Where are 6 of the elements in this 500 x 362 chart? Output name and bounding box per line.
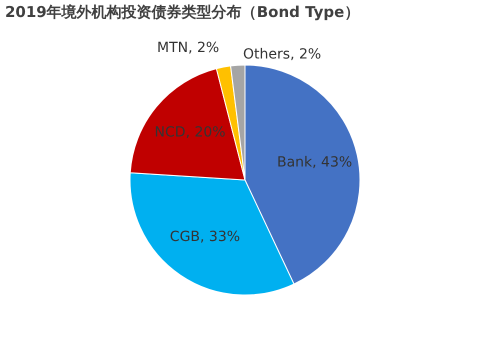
slice-label: Others, 2% bbox=[243, 46, 322, 62]
slice-label: MTN, 2% bbox=[156, 40, 220, 56]
slice-label: Bank, 43% bbox=[276, 154, 352, 170]
slice-label: NCD, 20% bbox=[154, 124, 226, 141]
chart-title: 2019年境外机构投资债券类型分布（Bond Type） bbox=[5, 3, 360, 21]
slice-label: CGB, 33% bbox=[170, 228, 240, 245]
